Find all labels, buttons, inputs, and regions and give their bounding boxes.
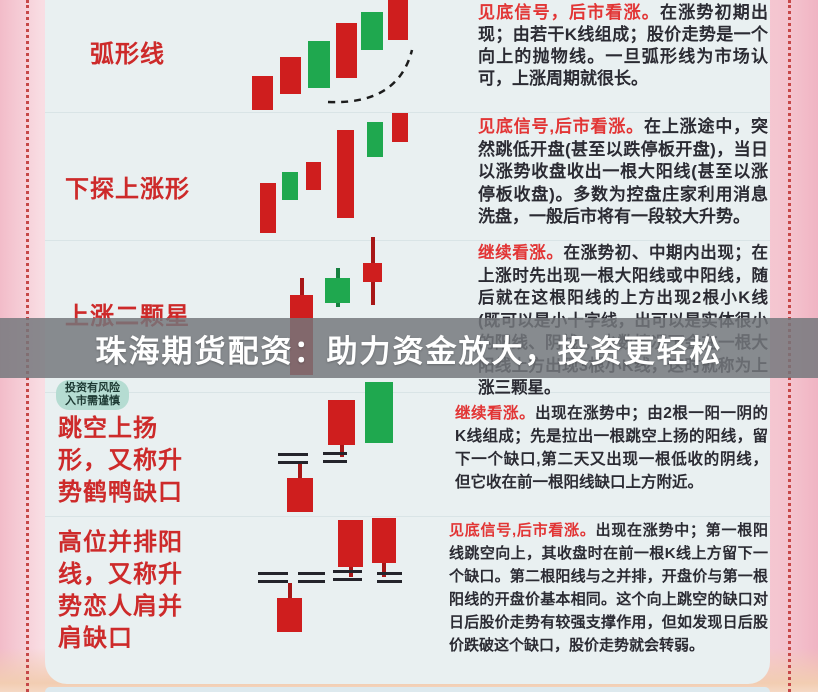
row-separator — [45, 516, 770, 517]
pattern-label-gap-up: 跳空上扬形，又称升势鹤鸭缺口 — [58, 415, 183, 506]
description-signal-highlight: 继续看涨。 — [455, 405, 536, 422]
pattern-description: 见底信号，后市看涨。在涨势初期出现；由若干K线组成；股价走势是一个向上的抛物线。… — [478, 2, 768, 90]
description-body: 出现在涨势中；第一根阳线跳空向上，其收盘时在前一根K线上方留下一个缺口。第二根阳… — [449, 522, 768, 654]
row-separator — [45, 240, 770, 241]
pattern-description: 继续看涨。出现在涨势中；由2根一阳一阴的K线组成；先是拉出一根跳空上扬的阳线，留… — [455, 402, 768, 494]
pattern-label-dip-then-rise: 下探上涨形 — [65, 176, 190, 203]
next-card-edge-strip — [45, 687, 770, 692]
row-separator — [45, 392, 770, 393]
pattern-label-arc-line: 弧形线 — [90, 41, 165, 68]
risk-disclaimer-line2: 入市需谨慎 — [65, 395, 120, 407]
description-body: 在涨势初期出现；由若干K线组成；股价走势是一个向上的抛物线。一旦弧形线为市场认可… — [478, 3, 768, 88]
description-signal-highlight: 见底信号,后市看涨。 — [478, 117, 645, 136]
watermark-banner: 珠海期货配资：助力资金放大，投资更轻松 — [0, 318, 818, 378]
description-body: 出现在涨势中；由2根一阳一阴的K线组成；先是拉出一根跳空上扬的阳线，留下一个缺口… — [455, 405, 768, 491]
description-signal-highlight: 见底信号，后市看涨。 — [478, 3, 660, 22]
description-signal-highlight: 继续看涨。 — [478, 244, 564, 262]
watermark-text: 珠海期货配资：助力资金放大，投资更轻松 — [95, 333, 723, 369]
risk-disclaimer-badge: 投资有风险 入市需谨慎 — [56, 380, 129, 410]
row-separator — [45, 112, 770, 113]
pattern-description: 见底信号,后市看涨。在上涨途中，突然跳低开盘(甚至以跌停板开盘)，当日以涨势收盘… — [478, 116, 768, 229]
pattern-label-parallel-yang: 高位并排阳线，又称升势恋人肩并肩缺口 — [58, 529, 183, 652]
description-signal-highlight: 见底信号,后市看涨。 — [449, 522, 596, 539]
description-body: 在上涨途中，突然跳低开盘(甚至以跌停板开盘)，当日以涨势收盘收出一根大阳线(甚至… — [478, 117, 768, 226]
pattern-description: 见底信号,后市看涨。出现在涨势中；第一根阳线跳空向上，其收盘时在前一根K线上方留… — [449, 519, 768, 657]
risk-disclaimer-line1: 投资有风险 — [65, 382, 120, 394]
